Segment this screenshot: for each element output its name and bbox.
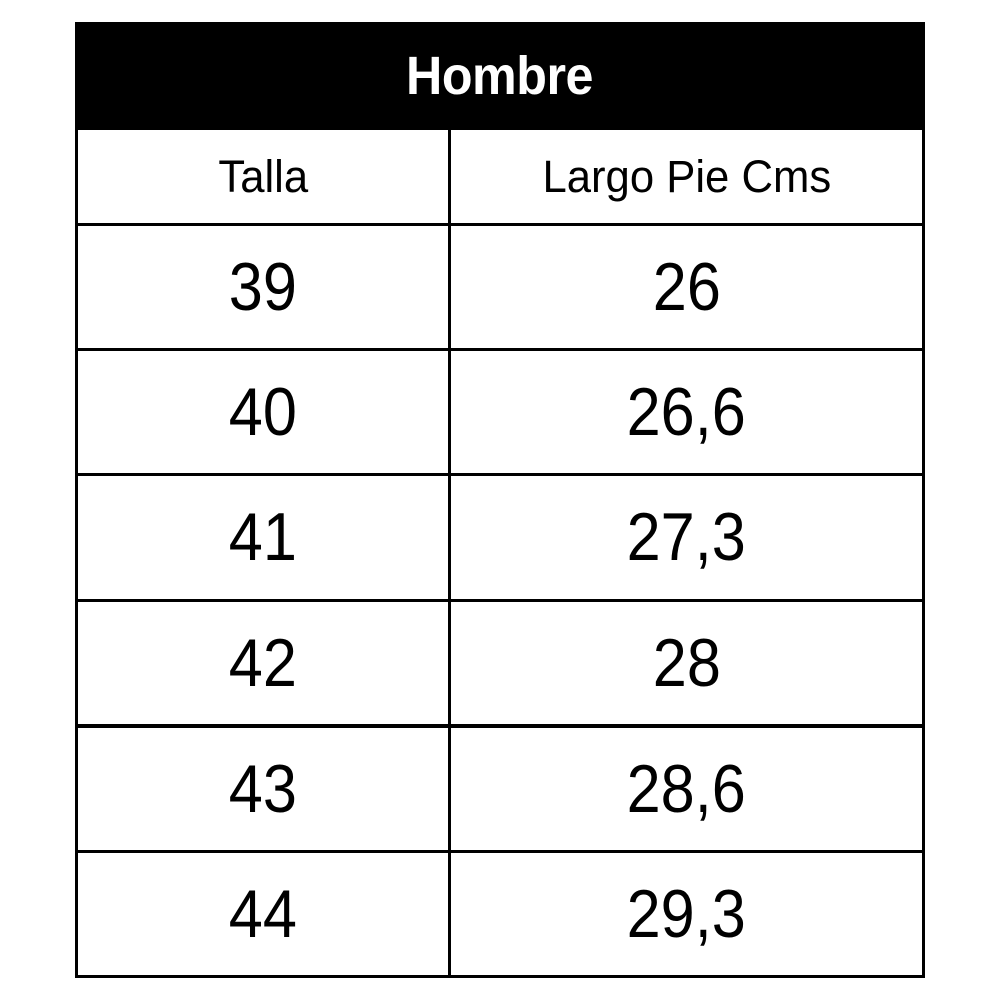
cell-talla-value: 41	[228, 499, 298, 576]
cell-largo-pie-cms-value: 29,3	[626, 875, 747, 952]
column-header-largo-pie-cms: Largo Pie Cms	[451, 130, 922, 223]
table-row: 39 26	[78, 223, 922, 349]
cell-talla: 41	[78, 476, 451, 599]
cell-talla: 40	[78, 351, 451, 474]
table-row: 44 29,3	[78, 849, 922, 976]
cell-largo-pie-cms: 27,3	[451, 476, 922, 598]
cell-talla-value: 40	[228, 374, 298, 451]
cell-largo-pie-cms: 29,3	[451, 853, 922, 975]
size-chart-table: Hombre Talla Largo Pie Cms 39 26 40	[75, 22, 925, 978]
table-row: 41 27,3	[78, 473, 922, 599]
table-title-bar: Hombre	[78, 25, 922, 127]
cell-largo-pie-cms: 26,6	[451, 351, 922, 473]
cell-talla: 42	[78, 601, 451, 724]
cell-talla-value: 43	[228, 750, 298, 827]
table-header-row: Talla Largo Pie Cms	[78, 127, 922, 223]
cell-largo-pie-cms-value: 26	[652, 249, 721, 326]
cell-largo-pie-cms-value: 28,6	[626, 750, 747, 827]
cell-largo-pie-cms: 28	[451, 602, 922, 724]
column-header-talla-label: Talla	[218, 151, 308, 202]
cell-largo-pie-cms: 28,6	[451, 728, 922, 850]
cell-talla-value: 44	[228, 875, 298, 952]
cell-largo-pie-cms: 26	[451, 226, 922, 348]
column-header-talla: Talla	[78, 130, 451, 223]
cell-talla: 39	[78, 226, 451, 349]
cell-largo-pie-cms-value: 27,3	[626, 499, 747, 576]
table-row: 42 28	[78, 598, 922, 724]
page-title: Hombre	[406, 46, 594, 106]
table-row: 40 26,6	[78, 348, 922, 474]
cell-largo-pie-cms-value: 26,6	[626, 374, 747, 451]
column-header-largo-pie-cms-label: Largo Pie Cms	[542, 151, 831, 202]
table-row: 43 28,6	[78, 723, 922, 850]
cell-talla-value: 42	[228, 624, 298, 701]
cell-talla: 43	[78, 727, 451, 850]
cell-largo-pie-cms-value: 28	[652, 624, 721, 701]
cell-talla: 44	[78, 852, 451, 976]
cell-talla-value: 39	[228, 249, 298, 326]
